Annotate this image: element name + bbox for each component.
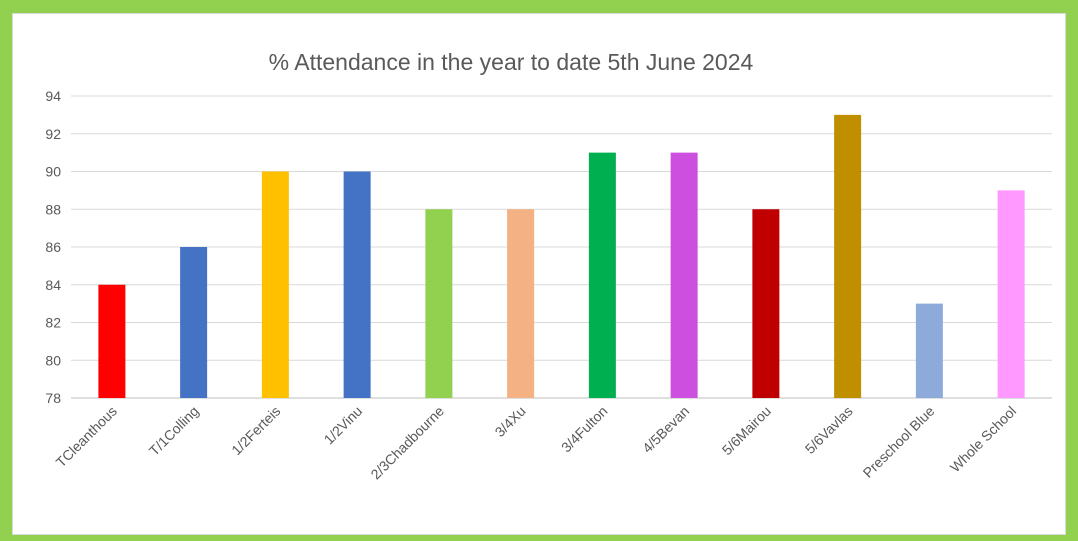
- gridlines: [71, 95, 1052, 399]
- bars: [98, 114, 1025, 398]
- bar: [180, 247, 208, 398]
- bar: [670, 152, 698, 398]
- x-tick-label: 1/2Ferteis: [228, 403, 283, 458]
- y-tick-label: 92: [45, 126, 61, 142]
- bar: [997, 190, 1025, 398]
- bar: [834, 114, 862, 398]
- y-tick-label: 84: [45, 277, 61, 293]
- x-axis-ticks: TCleanthous T/1Colling 1/2Ferteis 1/2Vinu 2/…: [53, 403, 1020, 483]
- x-tick-label: Preschool Blue: [860, 403, 938, 481]
- chart-title: % Attendance in the year to date 5th Jun…: [269, 49, 754, 75]
- bar: [425, 209, 453, 398]
- y-tick-label: 94: [45, 88, 61, 104]
- x-tick-label: 5/6Mairou: [719, 403, 774, 458]
- bar: [261, 171, 289, 398]
- bar: [343, 171, 371, 398]
- x-tick-label: 2/3Chadbourne: [367, 403, 447, 483]
- y-tick-label: 80: [45, 352, 61, 368]
- bar: [588, 152, 616, 398]
- y-tick-label: 86: [45, 239, 61, 255]
- x-tick-label: 1/2Vinu: [321, 403, 366, 448]
- bar: [98, 284, 126, 398]
- y-axis-ticks: 78 80 82 84 86 88 90 92 94: [45, 88, 61, 406]
- x-tick-label: T/1Colling: [146, 403, 202, 459]
- x-tick-label: 5/6Vavlas: [802, 403, 856, 457]
- x-tick-label: Whole School: [947, 403, 1019, 475]
- x-tick-label: 4/5Bevan: [639, 403, 692, 456]
- y-tick-label: 90: [45, 164, 61, 180]
- y-tick-label: 78: [45, 390, 61, 406]
- x-tick-label: 3/4Fulton: [558, 403, 611, 456]
- x-tick-label: 3/4Xu: [492, 403, 529, 440]
- bar: [507, 209, 535, 398]
- bar: [915, 303, 943, 398]
- x-tick-label: TCleanthous: [53, 403, 120, 470]
- bar: [752, 209, 780, 398]
- chart-frame: % Attendance in the year to date 5th Jun…: [12, 13, 1066, 535]
- attendance-bar-chart: % Attendance in the year to date 5th Jun…: [45, 49, 1052, 483]
- y-tick-label: 88: [45, 201, 61, 217]
- y-tick-label: 82: [45, 315, 61, 331]
